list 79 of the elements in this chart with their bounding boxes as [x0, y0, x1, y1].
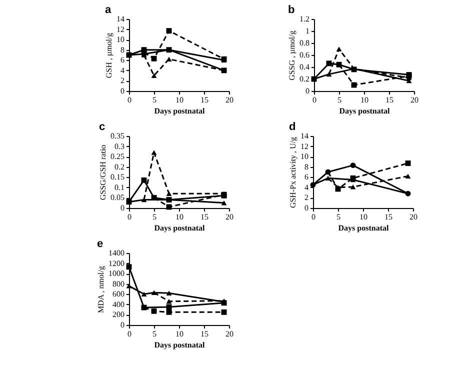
y-tick-label: 800: [112, 279, 124, 288]
x-tick-label: 5: [338, 96, 342, 104]
y-tick-label: 8: [304, 162, 308, 172]
x-tick-label: 20: [410, 96, 418, 104]
y-tick-label: 10: [300, 152, 308, 162]
x-tick-label: 5: [152, 96, 156, 104]
x-tick-label: 10: [360, 212, 368, 222]
x-axis-title: Days postnatal: [154, 106, 206, 116]
y-tick-label: 0: [120, 86, 124, 96]
y-axis-title: GSSG/GSH ratio: [98, 144, 108, 200]
y-axis-title: GSH , µmol/g: [104, 32, 114, 78]
y-tick-label: 2: [120, 76, 124, 86]
x-tick-label: 20: [226, 330, 234, 338]
y-tick-label: 0.4: [300, 62, 310, 72]
y-tick-label: 14: [116, 14, 124, 24]
y-tick-label: 12: [300, 142, 308, 151]
x-tick-label: 0: [312, 96, 316, 104]
y-tick-label: 1: [306, 26, 310, 36]
x-axis-title: Days postnatal: [339, 106, 391, 116]
y-tick-label: 0.25: [110, 152, 124, 162]
y-tick-label: 4: [304, 182, 308, 192]
x-tick-label: 20: [226, 212, 234, 222]
y-tick-label: 0.15: [110, 172, 124, 182]
y-tick-label: 0: [304, 204, 308, 212]
y-tick-label: 0: [120, 320, 124, 330]
x-tick-label: 5: [152, 330, 156, 338]
y-tick-label: 1000: [108, 269, 124, 278]
x-tick-label: 15: [386, 96, 394, 104]
y-tick-label: 1200: [108, 258, 124, 268]
x-axis-title: Days postnatal: [154, 224, 206, 232]
y-axis-title: MDA , nmol/g: [96, 266, 106, 313]
y-tick-label: 12: [116, 24, 124, 34]
chart-title: b: [288, 4, 295, 16]
y-tick-label: 0.6: [300, 50, 310, 60]
y-tick-label: 0: [306, 86, 310, 96]
chart-title: d: [289, 121, 296, 133]
x-tick-label: 20: [226, 96, 234, 104]
y-tick-label: 10: [116, 35, 124, 44]
y-tick-label: 14: [300, 132, 308, 140]
y-tick-label: 0.1: [114, 182, 124, 192]
x-tick-label: 15: [200, 96, 208, 104]
x-tick-label: 10: [176, 96, 184, 104]
x-tick-label: 5: [152, 212, 156, 222]
x-tick-label: 0: [128, 330, 132, 338]
x-tick-label: 10: [360, 96, 368, 104]
chart-title: a: [105, 4, 112, 16]
y-tick-label: 1.2: [300, 14, 310, 24]
y-tick-label: 200: [112, 310, 124, 320]
y-axis-title: GSSG , µmol/g: [288, 30, 296, 80]
y-tick-label: 0.05: [110, 193, 124, 202]
x-tick-label: 0: [128, 96, 132, 104]
y-tick-label: 8: [120, 45, 124, 54]
y-tick-label: 1400: [108, 248, 124, 258]
x-tick-label: 15: [200, 330, 208, 338]
x-tick-label: 0: [312, 212, 316, 222]
x-tick-label: 10: [176, 212, 184, 222]
y-tick-label: 6: [304, 172, 308, 182]
chart-title: e: [97, 238, 104, 250]
x-tick-label: 10: [176, 330, 184, 338]
y-tick-label: 600: [112, 290, 124, 299]
x-axis-title: Days postnatal: [154, 340, 206, 350]
y-tick-label: 2: [304, 193, 308, 202]
y-tick-label: 400: [112, 300, 124, 309]
x-tick-label: 0: [128, 212, 132, 222]
y-axis-title: GSH-Px activity , U/g: [288, 136, 298, 208]
x-tick-label: 20: [410, 212, 418, 222]
x-axis-title: Days postnatal: [338, 224, 390, 232]
y-tick-label: 0: [120, 204, 124, 212]
x-tick-label: 15: [200, 212, 208, 222]
y-tick-label: 0.3: [114, 142, 124, 151]
y-tick-label: 0.2: [114, 162, 124, 172]
x-tick-label: 5: [336, 212, 340, 222]
y-tick-label: 4: [120, 66, 124, 75]
y-tick-label: 0.8: [300, 38, 310, 48]
x-tick-label: 15: [384, 212, 392, 222]
y-tick-label: 0.35: [110, 132, 124, 140]
y-tick-label: 0.2: [300, 74, 310, 84]
y-tick-label: 6: [120, 56, 124, 65]
chart-title: c: [99, 121, 106, 133]
